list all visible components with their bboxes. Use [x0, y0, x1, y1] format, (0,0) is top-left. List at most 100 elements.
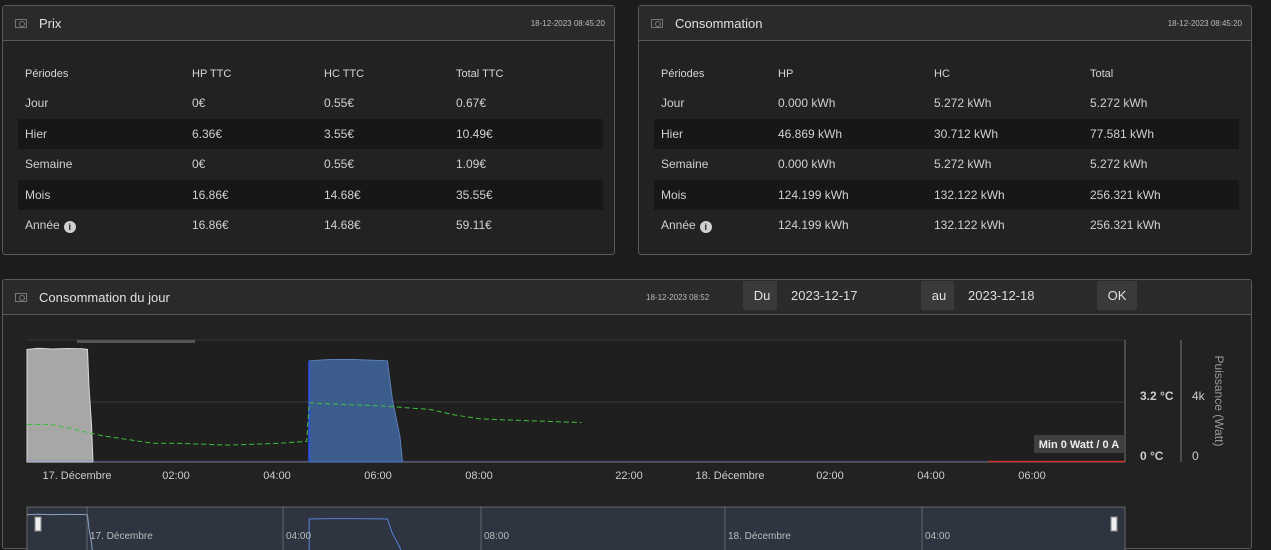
- period-cell: Semaine: [661, 157, 709, 172]
- prix-title: Prix: [39, 16, 62, 31]
- navigator-handle-left[interactable]: [34, 516, 42, 532]
- y-axis-title: Puissance (Watt): [1212, 356, 1226, 447]
- value-cell: 10.49€: [449, 118, 603, 149]
- value-cell: 132.122 kWh: [927, 179, 1083, 210]
- consommation-jour-header: Consommation du jour 18-12-2023 08:52 Du…: [3, 280, 1251, 315]
- period-cell: Mois: [18, 179, 185, 210]
- y-power-tick-label: 0: [1192, 449, 1199, 463]
- value-cell: 256.321 kWh: [1083, 179, 1239, 210]
- column-header: Total: [1090, 68, 1114, 80]
- navigator[interactable]: 17. Décembre 04:00 08:00 18. Décembre 04…: [26, 506, 1126, 550]
- consommation-jour-title: Consommation du jour: [39, 290, 170, 305]
- consommation-table: Périodes HP HC Total Jour 0.000 kWh 5.27…: [654, 60, 1239, 241]
- money-icon: [651, 19, 663, 28]
- column-header: Total TTC: [456, 68, 504, 80]
- navigator-tick-label: 04:00: [925, 531, 950, 542]
- table-row: Mois 124.199 kWh 132.122 kWh 256.321 kWh: [654, 179, 1239, 210]
- value-cell: 0.000 kWh: [778, 157, 836, 172]
- period-label: Année: [25, 217, 60, 232]
- navigator-background: [26, 506, 1126, 550]
- ok-button[interactable]: OK: [1097, 281, 1137, 310]
- column-header: HP TTC: [192, 68, 232, 80]
- value-cell: 0€: [192, 96, 206, 111]
- table-row: Année i 124.199 kWh 132.122 kWh 256.321 k…: [654, 210, 1239, 241]
- value-cell: 5.272 kWh: [934, 96, 992, 111]
- x-tick-label: 04:00: [263, 470, 291, 482]
- consommation-jour-timestamp: 18-12-2023 08:52: [646, 293, 710, 302]
- money-icon: [15, 19, 27, 28]
- x-tick-label: 02:00: [162, 470, 190, 482]
- value-cell: 35.55€: [449, 179, 603, 210]
- value-cell: 0.000 kWh: [778, 96, 836, 111]
- value-cell: 0.67€: [456, 96, 487, 111]
- column-header: HP: [778, 68, 794, 80]
- x-tick-label: 22:00: [615, 470, 643, 482]
- power-chart[interactable]: Min 0 Watt / 0 A 17. Décembre 02:00 04:0…: [3, 314, 1249, 550]
- value-cell: 0€: [192, 157, 206, 172]
- value-cell: 59.11€: [456, 218, 492, 233]
- value-cell: 16.86€: [192, 218, 229, 233]
- period-cell: Jour: [25, 96, 49, 111]
- value-cell: 6.36€: [185, 118, 317, 149]
- period-cell: Semaine: [25, 157, 73, 172]
- value-cell: 0.55€: [324, 157, 355, 172]
- value-cell: 16.86€: [185, 179, 317, 210]
- navigator-tick-label: 17. Décembre: [90, 531, 153, 542]
- value-cell: 5.272 kWh: [1090, 96, 1148, 111]
- du-label: Du: [743, 281, 781, 310]
- x-tick-label: 06:00: [364, 470, 392, 482]
- column-header: Périodes: [25, 68, 69, 80]
- annotation-text: Min 0 Watt / 0 A: [1039, 439, 1120, 451]
- prix-header: Prix 18-12-2023 08:45:20: [3, 6, 614, 41]
- consommation-timestamp: 18-12-2023 08:45:20: [1167, 19, 1242, 28]
- period-cell: Année i: [18, 210, 185, 241]
- table-row: Hier 6.36€ 3.55€ 10.49€: [18, 118, 603, 149]
- date-from-input[interactable]: [777, 281, 920, 310]
- table-row: Semaine 0€ 0.55€ 1.09€: [18, 149, 603, 180]
- x-tick-label: 06:00: [1018, 470, 1046, 482]
- value-cell: 46.869 kWh: [771, 118, 927, 149]
- x-tick-label: 17. Décembre: [42, 470, 111, 482]
- value-cell: 124.199 kWh: [778, 218, 849, 233]
- y-temp-tick-label: 0 °C: [1140, 449, 1164, 463]
- table-row: Jour 0€ 0.55€ 0.67€: [18, 88, 603, 119]
- date-to-input[interactable]: [954, 281, 1097, 310]
- value-cell: 5.272 kWh: [934, 157, 992, 172]
- table-row: Semaine 0.000 kWh 5.272 kWh 5.272 kWh: [654, 149, 1239, 180]
- y-temp-tick-label: 3.2 °C: [1140, 389, 1174, 403]
- period-cell: Année i: [654, 210, 771, 241]
- value-cell: 77.581 kWh: [1083, 118, 1239, 149]
- prix-timestamp: 18-12-2023 08:45:20: [530, 19, 605, 28]
- column-header: HC TTC: [324, 68, 365, 80]
- period-cell: Jour: [661, 96, 685, 111]
- x-tick-label: 08:00: [465, 470, 493, 482]
- table-row: Année i 16.86€ 14.68€ 59.11€: [18, 210, 603, 241]
- info-icon[interactable]: i: [699, 220, 712, 233]
- x-tick-label: 18. Décembre: [695, 470, 764, 482]
- consommation-jour-panel: Consommation du jour 18-12-2023 08:52 Du…: [2, 279, 1252, 550]
- consommation-header: Consommation 18-12-2023 08:45:20: [639, 6, 1251, 41]
- period-cell: Hier: [18, 118, 185, 149]
- value-cell: 0.55€: [324, 96, 355, 111]
- value-cell: 30.712 kWh: [927, 118, 1083, 149]
- info-icon[interactable]: i: [63, 220, 76, 233]
- table-row: Mois 16.86€ 14.68€ 35.55€: [18, 179, 603, 210]
- column-header: Périodes: [661, 68, 705, 80]
- period-cell: Hier: [654, 118, 771, 149]
- table-header-row: Périodes HP TTC HC TTC Total TTC: [18, 60, 603, 88]
- value-cell: 256.321 kWh: [1090, 218, 1161, 233]
- annotation-box: Min 0 Watt / 0 A: [1034, 435, 1125, 453]
- navigator-tick-label: 04:00: [286, 531, 311, 542]
- value-cell: 132.122 kWh: [934, 218, 1005, 233]
- value-cell: 14.68€: [324, 218, 361, 233]
- value-cell: 5.272 kWh: [1090, 157, 1148, 172]
- table-header-row: Périodes HP HC Total: [654, 60, 1239, 88]
- bar-chart-icon: [15, 293, 27, 302]
- navigator-handle-right[interactable]: [1110, 516, 1118, 532]
- navigator-tick-label: 18. Décembre: [728, 531, 791, 542]
- hc-power-area: [26, 347, 94, 463]
- consommation-panel: Consommation 18-12-2023 08:45:20 Période…: [638, 5, 1252, 255]
- range-tab: [77, 340, 195, 343]
- column-header: HC: [934, 68, 950, 80]
- value-cell: 124.199 kWh: [771, 179, 927, 210]
